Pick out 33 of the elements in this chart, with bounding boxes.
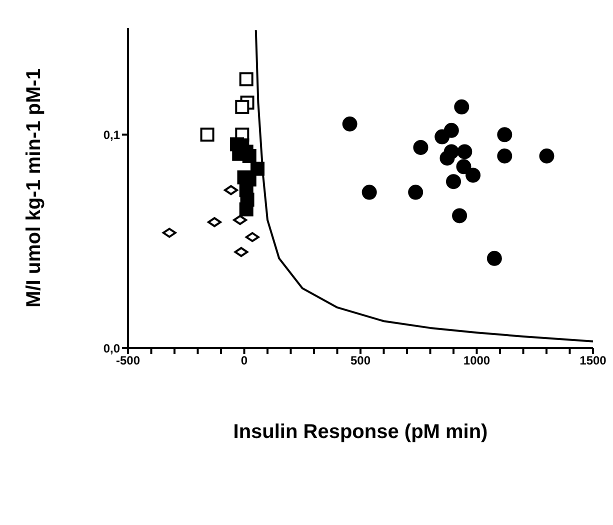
point (162, 228, 176, 238)
point (413, 140, 428, 155)
point (497, 127, 512, 142)
point (207, 217, 222, 228)
point (486, 250, 502, 266)
point (224, 185, 238, 196)
point (456, 159, 472, 174)
point (452, 208, 468, 224)
point (457, 144, 472, 160)
point (466, 168, 481, 183)
point (239, 72, 254, 86)
y-axis-title: M/I umol kg-1 min-1 pM-1 (23, 68, 46, 308)
point (245, 232, 260, 242)
point (434, 129, 450, 144)
x-tick-label: 1500 (580, 354, 607, 368)
y-tick-label: 0,0 (103, 341, 120, 356)
point (235, 100, 250, 114)
point (408, 184, 424, 200)
point (440, 150, 455, 166)
point (539, 148, 554, 164)
point (497, 148, 512, 164)
x-tick-label: 0 (240, 354, 248, 368)
point (454, 99, 470, 114)
x-axis-title: Insulin Response (pM min) (233, 421, 488, 443)
x-tick-label: -500 (116, 354, 140, 368)
point (362, 184, 377, 200)
y-tick-label: 0,1 (103, 128, 120, 142)
x-tick-label: 500 (350, 354, 371, 368)
point (446, 174, 461, 190)
point (239, 202, 254, 216)
point (342, 116, 358, 132)
x-tick-label: 1000 (463, 354, 490, 368)
point (200, 128, 214, 142)
